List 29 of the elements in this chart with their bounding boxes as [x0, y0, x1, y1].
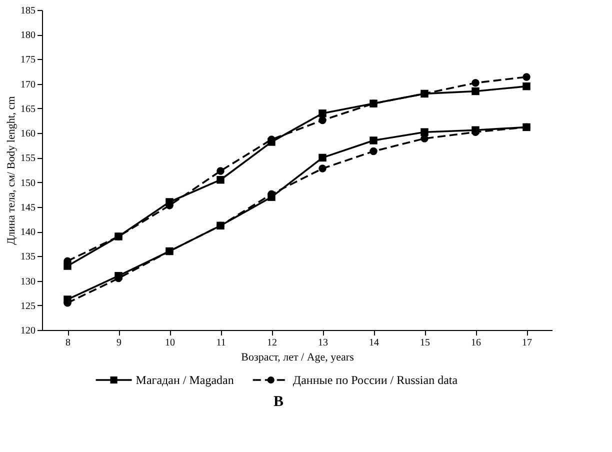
x-tick-label: 9	[116, 338, 122, 348]
x-tick-label: 17	[522, 338, 532, 348]
x-tick-label: 10	[165, 338, 175, 348]
x-tick-label: 15	[420, 338, 430, 348]
x-tick-label: 14	[369, 338, 379, 348]
x-tick-label: 8	[66, 338, 70, 348]
y-tick-label: 120	[20, 326, 36, 336]
y-tick-label: 175	[20, 54, 36, 66]
x-axis-title: Возраст, лет / Age, years	[241, 352, 354, 364]
y-tick-label: 160	[20, 128, 36, 140]
x-tick-label: 11	[216, 338, 226, 348]
x-tick-label: 13	[318, 338, 328, 348]
legend-label: Магадан / Magadan	[136, 373, 234, 387]
y-tick-label: 155	[20, 153, 36, 164]
y-tick-label: 145	[20, 202, 36, 214]
y-tick-label: 130	[20, 276, 36, 288]
y-tick-label: 165	[20, 104, 36, 115]
x-tick-label: 12	[267, 338, 277, 348]
y-tick-label: 150	[20, 178, 36, 189]
y-tick-label: 180	[20, 30, 36, 42]
y-tick-label: 185	[20, 6, 36, 16]
y-tick-label: 135	[20, 252, 36, 263]
x-tick-label: 16	[471, 338, 481, 348]
y-tick-label: 140	[20, 227, 36, 238]
legend-label: Данные по России / Russian data	[292, 373, 458, 387]
y-axis-title: Длина тела, см/ Body lenght, cm	[6, 96, 18, 245]
y-tick-label: 170	[20, 79, 36, 90]
y-tick-label: 125	[20, 300, 36, 312]
text: В	[273, 394, 284, 410]
